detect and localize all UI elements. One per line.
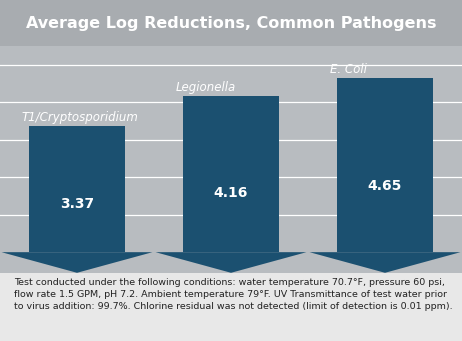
Text: Average Log Reductions, Common Pathogens: Average Log Reductions, Common Pathogens [26,16,436,30]
Text: 4.65: 4.65 [368,179,402,193]
Text: Test conducted under the following conditions: water temperature 70.7°F, pressur: Test conducted under the following condi… [14,278,452,311]
Polygon shape [1,252,152,273]
Text: 3.37: 3.37 [60,197,94,211]
Text: E. Coli: E. Coli [329,63,366,76]
Bar [337,78,433,252]
Polygon shape [156,252,306,273]
Text: Legionella: Legionella [176,81,236,94]
Polygon shape [310,252,461,273]
Bar [183,96,279,252]
Bar [29,126,125,252]
Text: T1/Cryptosporidium: T1/Cryptosporidium [22,111,139,124]
Text: 4.16: 4.16 [214,186,248,200]
